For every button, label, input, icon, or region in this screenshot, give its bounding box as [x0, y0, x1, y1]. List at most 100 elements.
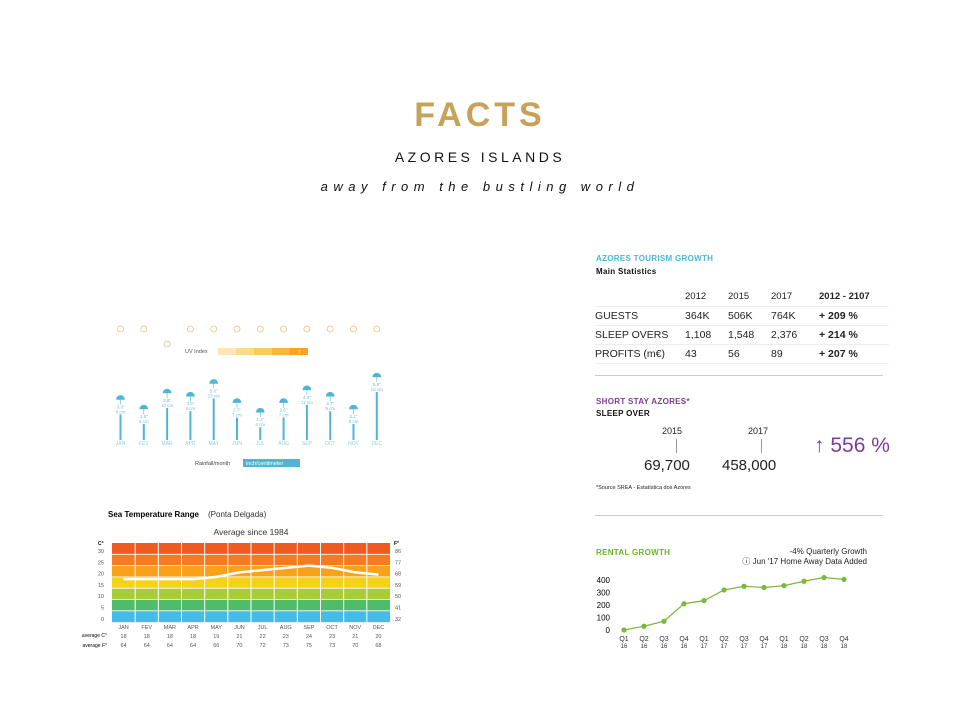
- rain-month: NOV: [348, 441, 360, 447]
- table-row: GUESTS 364K 506K 764K + 209 %: [595, 306, 889, 326]
- sun-cloud-icon: [163, 340, 171, 348]
- c-unit: C°: [98, 541, 104, 547]
- avg-c: 23: [283, 634, 289, 640]
- month-label: APR: [185, 315, 197, 321]
- x-tick-year: 18: [801, 644, 808, 650]
- rain-inch: 5.0": [210, 388, 218, 393]
- data-point: [641, 623, 647, 629]
- y-tick: 0: [606, 626, 611, 635]
- avg-f: 75: [306, 643, 312, 649]
- umbrella-icon: [116, 395, 125, 405]
- rain-cm: 11 cm: [301, 400, 313, 405]
- table-cell: SLEEP OVERS: [595, 325, 685, 345]
- rain-cm: 9 cm: [186, 406, 196, 411]
- x-tick: Q2: [639, 636, 648, 643]
- month-label: MAY: [208, 315, 220, 321]
- x-tick: Q3: [739, 636, 748, 643]
- sun-cloud-icon: [280, 325, 288, 333]
- page-title: FACTS: [414, 96, 546, 134]
- c-tick: 10: [98, 594, 104, 600]
- month-label: MAR: [161, 315, 174, 321]
- x-tick-year: 16: [661, 644, 668, 650]
- rain-cm: 8 cm: [116, 409, 126, 414]
- x-tick: Q4: [759, 636, 768, 643]
- month-label: SEP: [303, 625, 314, 631]
- rain-inch: 2.6": [280, 408, 288, 413]
- divider: [595, 375, 883, 376]
- rain-bar: [352, 424, 355, 440]
- table-cell: PROFITS (m€): [595, 344, 685, 364]
- sun-cloud-icon: [117, 325, 124, 333]
- year-2017: 2017: [748, 426, 769, 436]
- uv-scale-segment: [218, 348, 236, 355]
- rain-inch: 3.3": [117, 404, 125, 409]
- tourism-title: AZORES TOURISM GROWTH: [596, 254, 714, 263]
- sun-cloud-icon: [350, 325, 357, 333]
- umbrella-icon: [186, 391, 195, 402]
- rain-bar: [119, 414, 122, 440]
- month-label: OCT: [324, 315, 336, 321]
- sun-cloud-icon: [233, 325, 241, 333]
- f-tick: 41: [395, 606, 401, 612]
- rain-month: JUN: [232, 441, 242, 447]
- x-tick-year: 17: [721, 644, 728, 650]
- sea-location: (Ponta Delgada): [208, 510, 267, 519]
- data-point: [621, 627, 627, 633]
- rain-inch: 3.5": [186, 401, 194, 406]
- month-label: FEV: [138, 315, 149, 321]
- month-label: JUN: [234, 625, 245, 631]
- month-label: NOV: [348, 315, 360, 321]
- x-tick-year: 16: [641, 644, 648, 650]
- table-cell: 43: [685, 344, 728, 364]
- month-label: DEC: [371, 315, 383, 321]
- data-point: [741, 583, 747, 589]
- x-tick: Q1: [699, 636, 708, 643]
- c-tick: 20: [98, 572, 104, 578]
- x-tick-year: 17: [741, 644, 748, 650]
- umbrella-icon: [302, 385, 312, 395]
- rain-bar: [305, 404, 308, 440]
- umbrella-icon: [349, 404, 358, 414]
- c-tick: 5: [101, 606, 104, 612]
- x-tick: Q2: [719, 636, 728, 643]
- table-cell: 506K: [728, 306, 771, 326]
- tick: [676, 439, 677, 453]
- avg-c: 18: [167, 634, 173, 640]
- column-header: 2017: [771, 287, 819, 307]
- column-header: [595, 287, 685, 307]
- avg-c: 18: [144, 634, 150, 640]
- c-tick: 0: [101, 617, 104, 623]
- sun-cloud-icon: [186, 325, 194, 333]
- rain-month: SEP: [302, 441, 313, 447]
- x-tick: Q4: [679, 636, 688, 643]
- series-line: [623, 576, 845, 631]
- data-point: [681, 601, 687, 607]
- table-cell: 1,108: [685, 325, 728, 345]
- month-label: APR: [187, 625, 198, 631]
- month-label: AUG: [280, 625, 292, 631]
- info-icon: ⓘ: [742, 557, 753, 566]
- umbrella-icon: [232, 398, 242, 408]
- column-header: 2012: [685, 287, 728, 307]
- table-cell: 2,376: [771, 325, 819, 345]
- x-tick: Q3: [819, 636, 828, 643]
- table-cell: 1,548: [728, 325, 771, 345]
- rain-month: DEC: [372, 441, 383, 447]
- table-cell: + 207 %: [819, 344, 889, 364]
- avg-f: 68: [375, 643, 381, 649]
- month-label: FEV: [141, 625, 152, 631]
- x-tick-year: 18: [781, 644, 788, 650]
- avg-c: 24: [306, 634, 312, 640]
- umbrella-icon: [279, 398, 288, 408]
- avg-f: 64: [190, 643, 196, 649]
- tourism-subtitle: Main Statistics: [596, 267, 657, 276]
- value-2017: 458,000: [722, 457, 777, 474]
- rain-month: AUG: [278, 441, 289, 447]
- rain-inch: 3.8": [163, 398, 171, 403]
- table-cell: + 209 %: [819, 306, 889, 326]
- f-tick: 86: [395, 549, 401, 555]
- table-cell: 56: [728, 344, 771, 364]
- value-2015: 69,700: [644, 457, 690, 474]
- x-tick-year: 17: [701, 644, 708, 650]
- sun-cloud-icon: [303, 325, 311, 333]
